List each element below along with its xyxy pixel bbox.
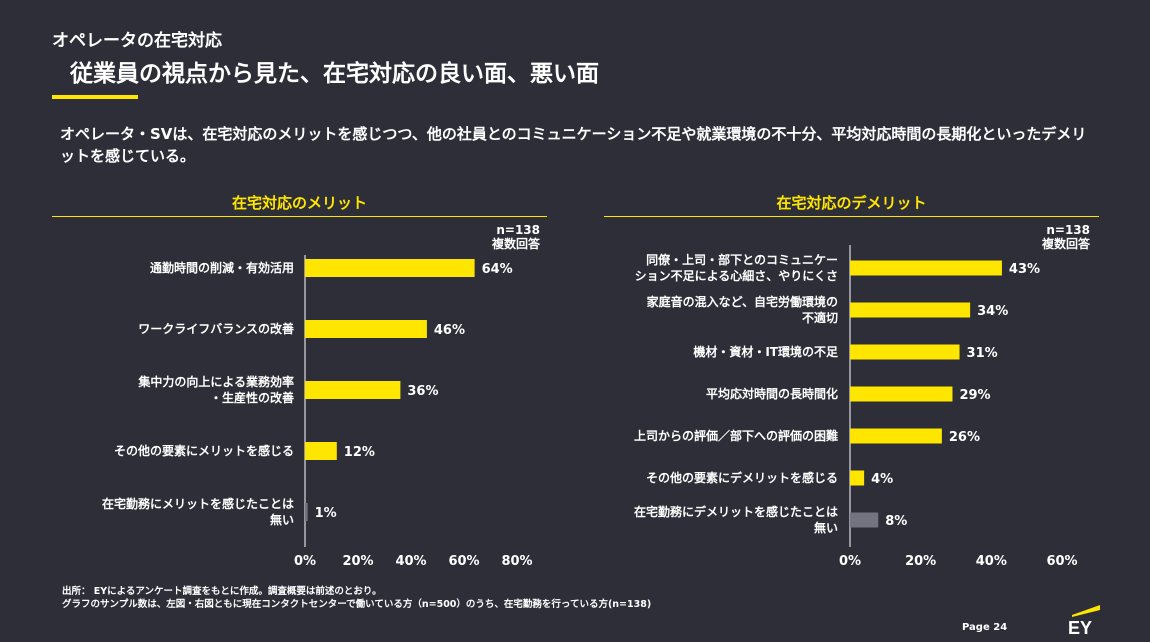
demerit-bar xyxy=(850,344,960,360)
demerit-category-label: 機材・資材・IT環境の不足 xyxy=(693,344,838,359)
demerit-category-label: 無い xyxy=(814,520,838,535)
summary-text: オペレータ・SVは、在宅対応のメリットを感じつつ、他の社員とのコミュニケーション… xyxy=(60,125,1087,165)
title-accent-bar xyxy=(52,95,138,99)
source-line-2: グラフのサンプル数は、左図・右図ともに現在コンタクトセンターで働いている方（n=… xyxy=(62,599,652,610)
merit-bar xyxy=(305,503,308,521)
page-title: 従業員の視点から見た、在宅対応の良い面、悪い面 xyxy=(70,61,599,87)
demerit-tick-label: 0% xyxy=(839,554,861,569)
section-title: オペレータの在宅対応 xyxy=(52,31,222,51)
left-chart-title-line xyxy=(52,216,547,217)
merit-bar xyxy=(305,320,427,338)
merit-category-label: ・生産性の改善 xyxy=(210,390,294,405)
merit-category-label: ワークライフバランスの改善 xyxy=(138,321,294,336)
left-chart-note: n=138 複数回答 xyxy=(440,223,540,251)
demerit-category-label: その他の要素にデメリットを感じる xyxy=(646,470,838,485)
merit-value-label: 64% xyxy=(482,262,513,277)
source-line-1: 出所： EYによるアンケート調査をもとに作成。調査概要は前述のとおり。 xyxy=(62,586,382,597)
demerit-bar xyxy=(850,512,879,528)
left-chart-n: n=138 xyxy=(496,223,540,237)
right-chart-n: n=138 xyxy=(1046,223,1090,237)
demerit-value-label: 4% xyxy=(871,472,893,487)
demerit-tick-label: 60% xyxy=(1046,554,1077,569)
demerit-bar xyxy=(850,470,865,486)
merit-tick-label: 80% xyxy=(501,554,532,569)
right-chart-title-line xyxy=(604,216,1099,217)
page-number: Page 24 xyxy=(962,622,1008,633)
demerit-bar xyxy=(850,386,953,402)
left-chart-multi: 複数回答 xyxy=(491,237,540,251)
merit-bar xyxy=(305,381,401,399)
merit-value-label: 36% xyxy=(407,384,438,399)
merit-bar xyxy=(305,442,337,460)
merit-tick-label: 60% xyxy=(448,554,479,569)
right-chart-note: n=138 複数回答 xyxy=(990,223,1090,251)
demerit-category-label: 上司からの評価／部下への評価の困難 xyxy=(634,428,838,443)
merit-tick-label: 0% xyxy=(294,554,316,569)
merit-bar xyxy=(305,259,475,277)
demerit-tick-label: 20% xyxy=(905,554,936,569)
demerit-tick-label: 40% xyxy=(976,554,1007,569)
demerit-value-label: 43% xyxy=(1009,262,1040,277)
demerit-value-label: 8% xyxy=(885,514,907,529)
ey-logo: EY xyxy=(1068,605,1100,636)
demerit-value-label: 34% xyxy=(977,304,1008,319)
right-chart-title: 在宅対応のデメリット xyxy=(776,194,927,212)
demerit-category-label: 平均応対時間の長時間化 xyxy=(706,386,838,401)
ey-logo-text: EY xyxy=(1068,618,1092,636)
demerit-bar xyxy=(850,428,942,444)
demerit-category-label: 同僚・上司・部下とのコミュニケー xyxy=(646,252,838,267)
left-chart-title: 在宅対応のメリット xyxy=(231,194,367,212)
demerit-value-label: 26% xyxy=(949,430,980,445)
demerit-category-label: 家庭音の混入など、自宅労働環境の xyxy=(647,294,838,309)
demerit-category-label: 在宅勤務にデメリットを感じたことは xyxy=(634,504,838,519)
source-note: 出所： EYによるアンケート調査をもとに作成。調査概要は前述のとおり。 グラフの… xyxy=(62,585,651,611)
demerit-value-label: 29% xyxy=(959,388,990,403)
merit-category-label: 集中力の向上による業務効率 xyxy=(137,374,294,389)
merit-value-label: 12% xyxy=(344,445,375,460)
merit-category-label: その他の要素にメリットを感じる xyxy=(114,443,294,458)
merit-category-label: 通勤時間の削減・有効活用 xyxy=(150,260,294,275)
demerit-bar xyxy=(850,302,971,318)
merit-category-label: 無い xyxy=(270,512,294,527)
merit-value-label: 46% xyxy=(434,323,465,338)
demerit-value-label: 31% xyxy=(967,346,998,361)
merit-tick-label: 20% xyxy=(342,554,373,569)
merit-value-label: 1% xyxy=(315,506,337,521)
right-chart-multi: 複数回答 xyxy=(1041,237,1090,251)
merit-category-label: 在宅勤務にメリットを感じたことは xyxy=(102,496,294,511)
demerit-category-label: 不適切 xyxy=(802,310,838,325)
demerit-category-label: ション不足による心細さ、やりにくさ xyxy=(635,268,838,283)
merit-tick-label: 40% xyxy=(395,554,426,569)
demerit-bar xyxy=(850,260,1002,276)
